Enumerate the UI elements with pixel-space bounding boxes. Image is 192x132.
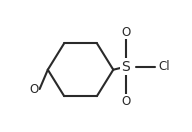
Text: Cl: Cl (158, 60, 170, 73)
Text: S: S (122, 60, 130, 74)
Text: O: O (121, 26, 131, 39)
Text: O: O (121, 95, 131, 108)
Text: O: O (29, 82, 38, 96)
